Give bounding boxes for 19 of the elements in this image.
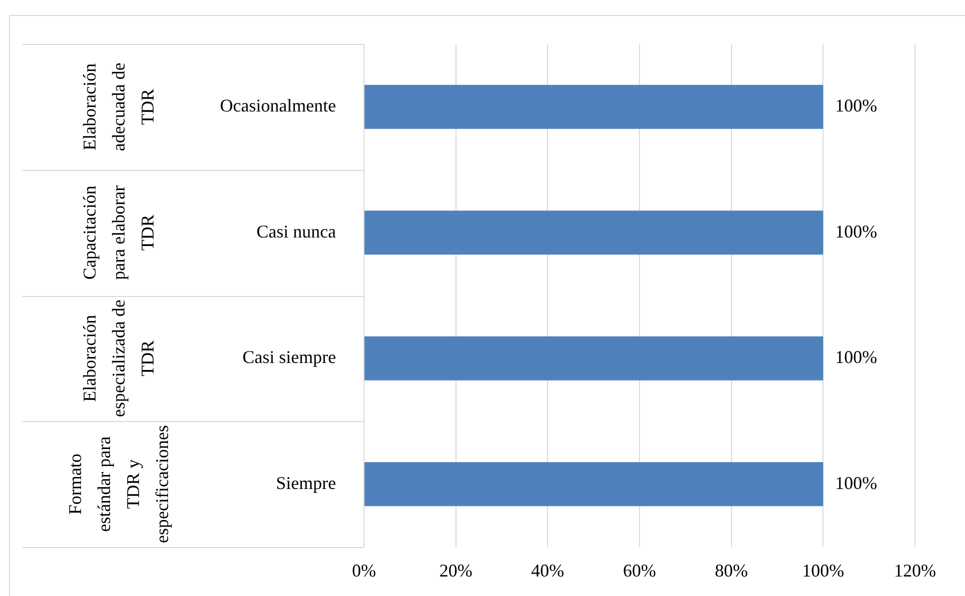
x-tick-label: 100% <box>802 560 844 581</box>
x-tick-label: 60% <box>623 560 656 581</box>
x-tick-label: 80% <box>714 560 748 581</box>
text: Capacitación para elaborar TDR <box>80 185 158 280</box>
y-tick-label: Ocasionalmente <box>220 96 336 116</box>
x-tick-label: 20% <box>439 560 472 581</box>
data-label: 100% <box>835 472 878 493</box>
text: Elaboración adecuada de TDR <box>80 62 158 152</box>
y-tick-label: Casi siempre <box>242 347 336 368</box>
x-tick-label: 120% <box>894 560 936 581</box>
data-label: 100% <box>835 96 878 116</box>
text: Formato estándar para TDR y especificaciones <box>65 425 172 544</box>
x-tick-label: 0% <box>352 560 376 581</box>
data-label: 100% <box>835 221 878 242</box>
y-tick-label: Casi nunca <box>256 221 336 242</box>
y-tick-label: Siempre <box>276 472 336 493</box>
x-tick-label: 40% <box>531 560 564 581</box>
data-label: 100% <box>835 347 878 368</box>
text: Elaboración especializada de TDR <box>80 300 158 418</box>
